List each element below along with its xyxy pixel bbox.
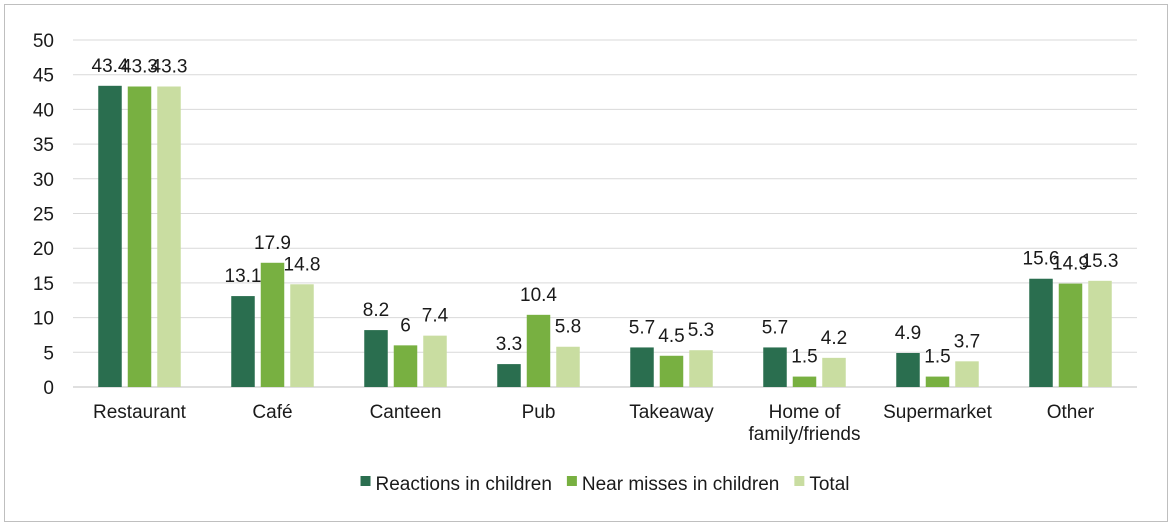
bar [1058, 283, 1083, 387]
data-label: 17.9 [254, 233, 291, 254]
y-tick-label: 20 [33, 239, 54, 260]
data-label: 10.4 [520, 285, 557, 306]
legend-swatch [566, 476, 577, 486]
y-tick-label: 25 [33, 205, 54, 226]
bar [231, 296, 255, 387]
bar [763, 347, 787, 387]
data-label: 1.5 [791, 347, 817, 368]
legend: Reactions in children Near misses in chil… [360, 474, 849, 495]
y-tick-label: 0 [43, 378, 54, 399]
bar [290, 284, 314, 387]
category-label: Takeaway [629, 402, 714, 423]
bar [630, 347, 654, 387]
y-tick-label: 10 [33, 309, 54, 330]
data-label: 15.6 [1023, 249, 1060, 270]
bar [1088, 280, 1112, 387]
legend-label: Reactions in children [376, 474, 552, 495]
data-label: 1.5 [924, 347, 950, 368]
bar [689, 350, 713, 387]
legend-label: Total [809, 474, 849, 495]
data-label: 43.3 [121, 56, 158, 77]
category-label: family/friends [749, 424, 861, 445]
data-label: 8.2 [363, 300, 389, 321]
bar [260, 262, 285, 387]
data-labels: 43.443.343.313.117.914.88.26 7.43.310.45.… [92, 56, 1119, 368]
data-label: 13.1 [225, 266, 262, 287]
bars [98, 85, 1112, 388]
bar [925, 376, 950, 387]
category-label: Other [1047, 402, 1095, 423]
y-tick-label: 30 [33, 170, 54, 191]
category-label: Canteen [370, 402, 442, 423]
x-axis-category-labels: Restaurant Café Canteen Pub Takeaway Home off… [93, 402, 1095, 445]
y-tick-label: 50 [33, 31, 54, 52]
y-axis-ticks: 0 5 10 15 20 25 30 35 40 45 50 [33, 31, 54, 399]
data-label: 43.3 [151, 56, 188, 77]
legend-label: Near misses in children [582, 474, 779, 495]
y-tick-label: 35 [33, 135, 54, 156]
legend-swatch [360, 476, 371, 486]
data-label: 6 [400, 315, 411, 336]
category-label: Restaurant [93, 402, 187, 423]
data-label: 5.7 [762, 317, 788, 338]
bar [393, 345, 418, 387]
data-label: 4.9 [895, 323, 921, 344]
category-label: Pub [522, 402, 556, 423]
data-label: 4.5 [658, 326, 684, 347]
chart-frame [4, 4, 1168, 522]
bar [556, 346, 580, 387]
category-label: Home of [769, 402, 842, 423]
bar [822, 357, 846, 387]
data-label: 14.8 [284, 254, 321, 275]
y-tick-label: 15 [33, 274, 54, 295]
data-label: 5.7 [629, 317, 655, 338]
bar [127, 86, 152, 388]
bar [497, 364, 521, 387]
data-label: 7.4 [422, 306, 449, 327]
bar [792, 376, 817, 387]
bar [1029, 278, 1053, 387]
y-tick-label: 5 [43, 343, 54, 364]
category-label: Supermarket [883, 402, 992, 423]
bar [423, 335, 447, 387]
bar [659, 355, 684, 387]
bar [526, 314, 551, 387]
y-tick-label: 45 [33, 66, 54, 87]
data-label: 4.2 [821, 328, 847, 349]
legend-swatch [794, 476, 805, 486]
data-label: 5.8 [555, 317, 581, 338]
data-label: 43.4 [92, 56, 129, 77]
data-label: 5.3 [688, 320, 714, 341]
data-label: 3.7 [954, 331, 980, 352]
category-label: Café [252, 402, 292, 423]
bar [364, 330, 388, 387]
data-label: 14.9 [1052, 254, 1089, 275]
y-tick-label: 40 [33, 100, 54, 121]
data-label: 3.3 [496, 334, 522, 355]
data-label: 15.3 [1082, 251, 1119, 272]
bar [955, 361, 979, 387]
bar [896, 352, 920, 387]
bar [157, 86, 181, 388]
bar [98, 85, 122, 387]
